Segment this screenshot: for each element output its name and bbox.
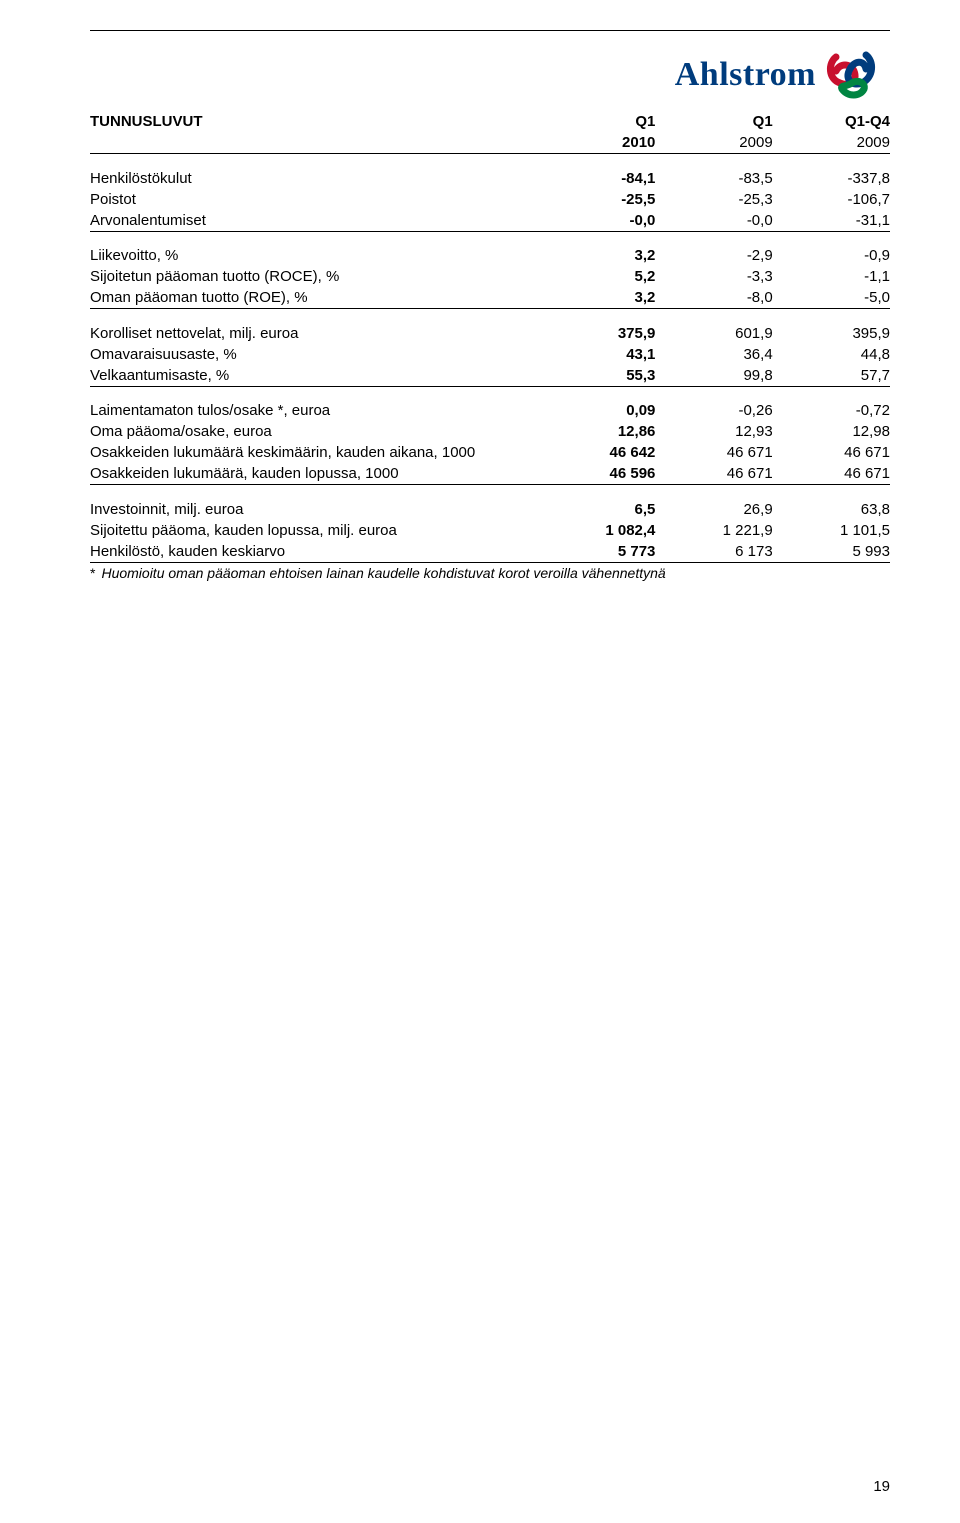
cell: -3,3 — [655, 266, 772, 287]
row-label: Liikevoitto, % — [90, 245, 538, 266]
table-row: Arvonalentumiset -0,0 -0,0 -31,1 — [90, 210, 890, 232]
cell: -0,0 — [538, 210, 655, 232]
row-label: Osakkeiden lukumäärä, kauden lopussa, 10… — [90, 463, 538, 485]
cell: -84,1 — [538, 168, 655, 189]
row-label: Velkaantumisaste, % — [90, 365, 538, 387]
table-row: Velkaantumisaste, % 55,3 99,8 57,7 — [90, 365, 890, 387]
cell: 57,7 — [773, 365, 890, 387]
footnote: * Huomioitu oman pääoman ehtoisen lainan … — [90, 565, 890, 581]
cell: 26,9 — [655, 499, 772, 520]
cell: 63,8 — [773, 499, 890, 520]
col-head-q1-a: Q1 — [538, 111, 655, 132]
cell: -106,7 — [773, 189, 890, 210]
cell: -337,8 — [773, 168, 890, 189]
table-row: Investoinnit, milj. euroa 6,5 26,9 63,8 — [90, 499, 890, 520]
row-label: Poistot — [90, 189, 538, 210]
cell: 5 773 — [538, 541, 655, 563]
key-figures-table: TUNNUSLUVUT Q1 Q1 Q1-Q4 2010 2009 2009 H… — [90, 111, 890, 563]
cell: 36,4 — [655, 344, 772, 365]
row-label: Arvonalentumiset — [90, 210, 538, 232]
cell: 395,9 — [773, 323, 890, 344]
cell: -0,0 — [655, 210, 772, 232]
row-label: Oma pääoma/osake, euroa — [90, 421, 538, 442]
cell: 46 671 — [655, 442, 772, 463]
cell: 5 993 — [773, 541, 890, 563]
table-row: Henkilöstö, kauden keskiarvo 5 773 6 173… — [90, 541, 890, 563]
logo-text: Ahlstrom — [675, 56, 816, 94]
cell: 375,9 — [538, 323, 655, 344]
table-row: Osakkeiden lukumäärä, kauden lopussa, 10… — [90, 463, 890, 485]
table-row: Liikevoitto, % 3,2 -2,9 -0,9 — [90, 245, 890, 266]
footnote-text: Huomioitu oman pääoman ehtoisen lainan k… — [101, 565, 665, 581]
cell: -5,0 — [773, 287, 890, 309]
cell: 12,86 — [538, 421, 655, 442]
cell: 43,1 — [538, 344, 655, 365]
cell: -83,5 — [655, 168, 772, 189]
row-label: Korolliset nettovelat, milj. euroa — [90, 323, 538, 344]
cell: 46 671 — [655, 463, 772, 485]
row-label: Henkilöstö, kauden keskiarvo — [90, 541, 538, 563]
cell: -2,9 — [655, 245, 772, 266]
cell: 601,9 — [655, 323, 772, 344]
cell: 1 082,4 — [538, 520, 655, 541]
table-title: TUNNUSLUVUT — [90, 111, 538, 132]
table-row: Sijoitetun pääoman tuotto (ROCE), % 5,2 … — [90, 266, 890, 287]
year-2010: 2010 — [538, 132, 655, 154]
table-row: Henkilöstökulut -84,1 -83,5 -337,8 — [90, 168, 890, 189]
cell: 1 221,9 — [655, 520, 772, 541]
cell: 5,2 — [538, 266, 655, 287]
table-row: Laimentamaton tulos/osake *, euroa 0,09 … — [90, 400, 890, 421]
cell: 6,5 — [538, 499, 655, 520]
table-row: Sijoitettu pääoma, kauden lopussa, milj.… — [90, 520, 890, 541]
row-label: Investoinnit, milj. euroa — [90, 499, 538, 520]
cell: 46 642 — [538, 442, 655, 463]
cell: 12,98 — [773, 421, 890, 442]
cell: 99,8 — [655, 365, 772, 387]
cell: -0,9 — [773, 245, 890, 266]
cell: 46 671 — [773, 463, 890, 485]
year-label-spacer — [90, 132, 538, 154]
cell: 6 173 — [655, 541, 772, 563]
row-label: Laimentamaton tulos/osake *, euroa — [90, 400, 538, 421]
cell: 44,8 — [773, 344, 890, 365]
cell: 0,09 — [538, 400, 655, 421]
row-label: Osakkeiden lukumäärä keskimäärin, kauden… — [90, 442, 538, 463]
col-head-q1-b: Q1 — [655, 111, 772, 132]
table-row: Oma pääoma/osake, euroa 12,86 12,93 12,9… — [90, 421, 890, 442]
cell: -31,1 — [773, 210, 890, 232]
row-label: Sijoitetun pääoman tuotto (ROCE), % — [90, 266, 538, 287]
table-row: Omavaraisuusaste, % 43,1 36,4 44,8 — [90, 344, 890, 365]
table-row: Oman pääoman tuotto (ROE), % 3,2 -8,0 -5… — [90, 287, 890, 309]
cell: -0,26 — [655, 400, 772, 421]
table-row: Poistot -25,5 -25,3 -106,7 — [90, 189, 890, 210]
cell: -0,72 — [773, 400, 890, 421]
row-label: Omavaraisuusaste, % — [90, 344, 538, 365]
logo-icon — [822, 49, 880, 101]
row-label: Oman pääoman tuotto (ROE), % — [90, 287, 538, 309]
table-row: Korolliset nettovelat, milj. euroa 375,9… — [90, 323, 890, 344]
year-2009a: 2009 — [655, 132, 772, 154]
cell: 1 101,5 — [773, 520, 890, 541]
row-label: Sijoitettu pääoma, kauden lopussa, milj.… — [90, 520, 538, 541]
cell: -1,1 — [773, 266, 890, 287]
cell: -25,5 — [538, 189, 655, 210]
table-row: Osakkeiden lukumäärä keskimäärin, kauden… — [90, 442, 890, 463]
row-label: Henkilöstökulut — [90, 168, 538, 189]
cell: -25,3 — [655, 189, 772, 210]
cell: 46 671 — [773, 442, 890, 463]
page-number: 19 — [873, 1478, 890, 1495]
footnote-star: * — [90, 565, 95, 581]
cell: -8,0 — [655, 287, 772, 309]
cell: 3,2 — [538, 245, 655, 266]
year-2009b: 2009 — [773, 132, 890, 154]
logo-region: Ahlstrom — [90, 49, 890, 101]
col-head-q1q4: Q1-Q4 — [773, 111, 890, 132]
cell: 3,2 — [538, 287, 655, 309]
cell: 12,93 — [655, 421, 772, 442]
cell: 46 596 — [538, 463, 655, 485]
cell: 55,3 — [538, 365, 655, 387]
